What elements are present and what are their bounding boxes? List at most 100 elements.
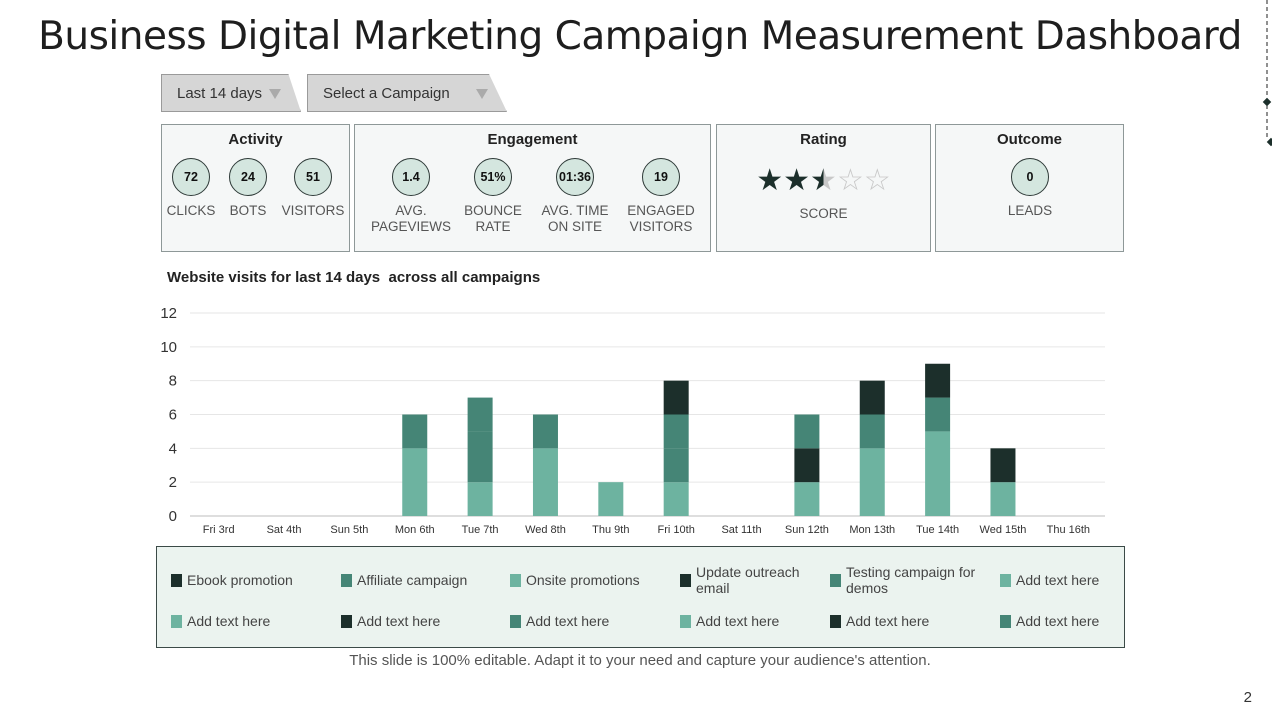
legend-label: Add text here xyxy=(1016,613,1100,629)
bar-segment xyxy=(598,482,624,516)
bots-value: 24 xyxy=(229,158,267,196)
legend-label: Add text here xyxy=(526,613,610,629)
engaged-visitors-value: 19 xyxy=(642,158,680,196)
leads-label: LEADS xyxy=(1007,203,1053,218)
rating-label: SCORE xyxy=(799,206,848,221)
bar-segment xyxy=(663,448,689,483)
page-title: Business Digital Marketing Campaign Meas… xyxy=(38,14,1242,59)
x-tick-label: Tue 7th xyxy=(462,524,499,536)
clicks-value: 72 xyxy=(172,158,210,196)
footer-note: This slide is 100% editable. Adapt it to… xyxy=(349,652,931,669)
decorative-line xyxy=(1262,0,1272,147)
activity-panel: Activity 72 CLICKS 24 BOTS 51 VISITORS xyxy=(161,124,350,252)
bar-segment xyxy=(663,482,689,516)
clicks-label: CLICKS xyxy=(166,203,216,218)
bar-segment xyxy=(990,448,1016,483)
campaign-dropdown-label: Select a Campaign xyxy=(323,85,450,102)
activity-title: Activity xyxy=(228,131,283,148)
bar-segment xyxy=(859,448,885,516)
x-tick-label: Tue 14th xyxy=(916,524,959,536)
y-tick-label: 6 xyxy=(169,407,177,424)
y-tick-label: 8 xyxy=(169,373,177,390)
legend-swatch xyxy=(830,615,841,628)
legend-label: Add text here xyxy=(357,613,441,629)
star-empty-icon: ☆ xyxy=(863,164,891,197)
legend-swatch xyxy=(171,615,182,628)
campaign-dropdown[interactable]: Select a Campaign xyxy=(307,74,507,112)
bots-metric: 24 BOTS xyxy=(203,158,293,219)
x-tick-label: Sat 11th xyxy=(721,524,761,536)
bar-segment xyxy=(794,414,820,449)
y-tick-label: 0 xyxy=(169,508,177,525)
engaged-visitors-metric: 19 ENGAGED VISITORS xyxy=(616,158,706,235)
outcome-title: Outcome xyxy=(996,131,1062,148)
rating-stars: ★★★☆☆ xyxy=(717,165,930,197)
star-half-icon: ★ xyxy=(810,164,837,197)
x-tick-label: Fri 3rd xyxy=(203,524,235,536)
bar-segment xyxy=(663,414,689,449)
star-filled-icon: ★ xyxy=(783,164,811,197)
legend-item: Add text here xyxy=(1000,601,1150,641)
x-tick-label: Mon 6th xyxy=(395,524,435,536)
bounce-rate-label: BOUNCE RATE xyxy=(464,203,522,234)
y-tick-label: 12 xyxy=(160,305,177,322)
legend-swatch xyxy=(830,574,841,587)
bar-segment xyxy=(859,414,885,449)
legend-label: Add text here xyxy=(1016,572,1100,588)
bar-segment xyxy=(467,397,493,432)
legend-item: Affiliate campaign xyxy=(341,560,491,600)
legend-item: Add text here xyxy=(680,601,830,641)
chevron-down-icon xyxy=(476,89,488,99)
legend-swatch xyxy=(341,615,352,628)
legend-item: Ebook promotion xyxy=(171,560,321,600)
legend-item: Testing campaign for demos xyxy=(830,560,980,600)
bar-segment xyxy=(925,431,951,516)
legend-item: Add text here xyxy=(510,601,660,641)
y-tick-label: 2 xyxy=(169,474,177,491)
outcome-panel: Outcome 0 LEADS xyxy=(935,124,1124,252)
legend-item: Add text here xyxy=(341,601,491,641)
legend-swatch xyxy=(510,615,521,628)
legend-item: Add text here xyxy=(1000,560,1150,600)
leads-value: 0 xyxy=(1011,158,1049,196)
x-tick-label: Sun 5th xyxy=(330,524,368,536)
rating-title: Rating xyxy=(800,131,847,148)
period-dropdown-label: Last 14 days xyxy=(177,85,263,102)
page-number: 2 xyxy=(1243,689,1252,706)
bounce-rate-metric: 51% BOUNCE RATE xyxy=(448,158,538,235)
bar-segment xyxy=(663,380,689,415)
chevron-down-icon xyxy=(269,89,281,99)
visitors-label: VISITORS xyxy=(281,203,345,218)
clicks-metric: 72 CLICKS xyxy=(146,158,236,219)
x-tick-label: Thu 16th xyxy=(1047,524,1090,536)
pageviews-value: 1.4 xyxy=(392,158,430,196)
legend-label: Update outreach email xyxy=(696,564,800,596)
pageviews-label: AVG. PAGEVIEWS xyxy=(370,203,452,234)
legend-label: Add text here xyxy=(696,613,780,629)
chart-legend: Ebook promotion Affiliate campaign Onsite … xyxy=(156,546,1125,648)
bar-segment xyxy=(990,482,1016,516)
bar-segment xyxy=(467,482,493,516)
bar-segment xyxy=(467,431,493,483)
legend-label: Add text here xyxy=(187,613,271,629)
bar-segment xyxy=(925,363,951,398)
legend-swatch xyxy=(171,574,182,587)
y-tick-label: 10 xyxy=(160,339,177,356)
legend-label: Testing campaign for demos xyxy=(846,564,976,596)
legend-label: Onsite promotions xyxy=(526,572,640,588)
legend-item: Onsite promotions xyxy=(510,560,660,600)
bar-segment xyxy=(859,380,885,415)
visitors-value: 51 xyxy=(294,158,332,196)
x-tick-label: Sat 4th xyxy=(267,524,302,536)
visitors-metric: 51 VISITORS xyxy=(268,158,358,219)
legend-swatch xyxy=(1000,574,1011,587)
time-on-site-metric: 01:36 AVG. TIME ON SITE xyxy=(530,158,620,235)
x-tick-label: Thu 9th xyxy=(592,524,629,536)
time-on-site-label: AVG. TIME ON SITE xyxy=(541,203,609,234)
bar-segment xyxy=(925,397,951,432)
period-dropdown[interactable]: Last 14 days xyxy=(161,74,301,112)
bar-segment xyxy=(532,414,558,449)
stacked-bar-chart: 0 2 4 6 8 10 12 Fri 3rd Sat 4th Sun 5th Mon 6th Tue… xyxy=(160,305,1105,536)
bar-segment xyxy=(402,414,428,449)
legend-label: Affiliate campaign xyxy=(357,572,468,588)
